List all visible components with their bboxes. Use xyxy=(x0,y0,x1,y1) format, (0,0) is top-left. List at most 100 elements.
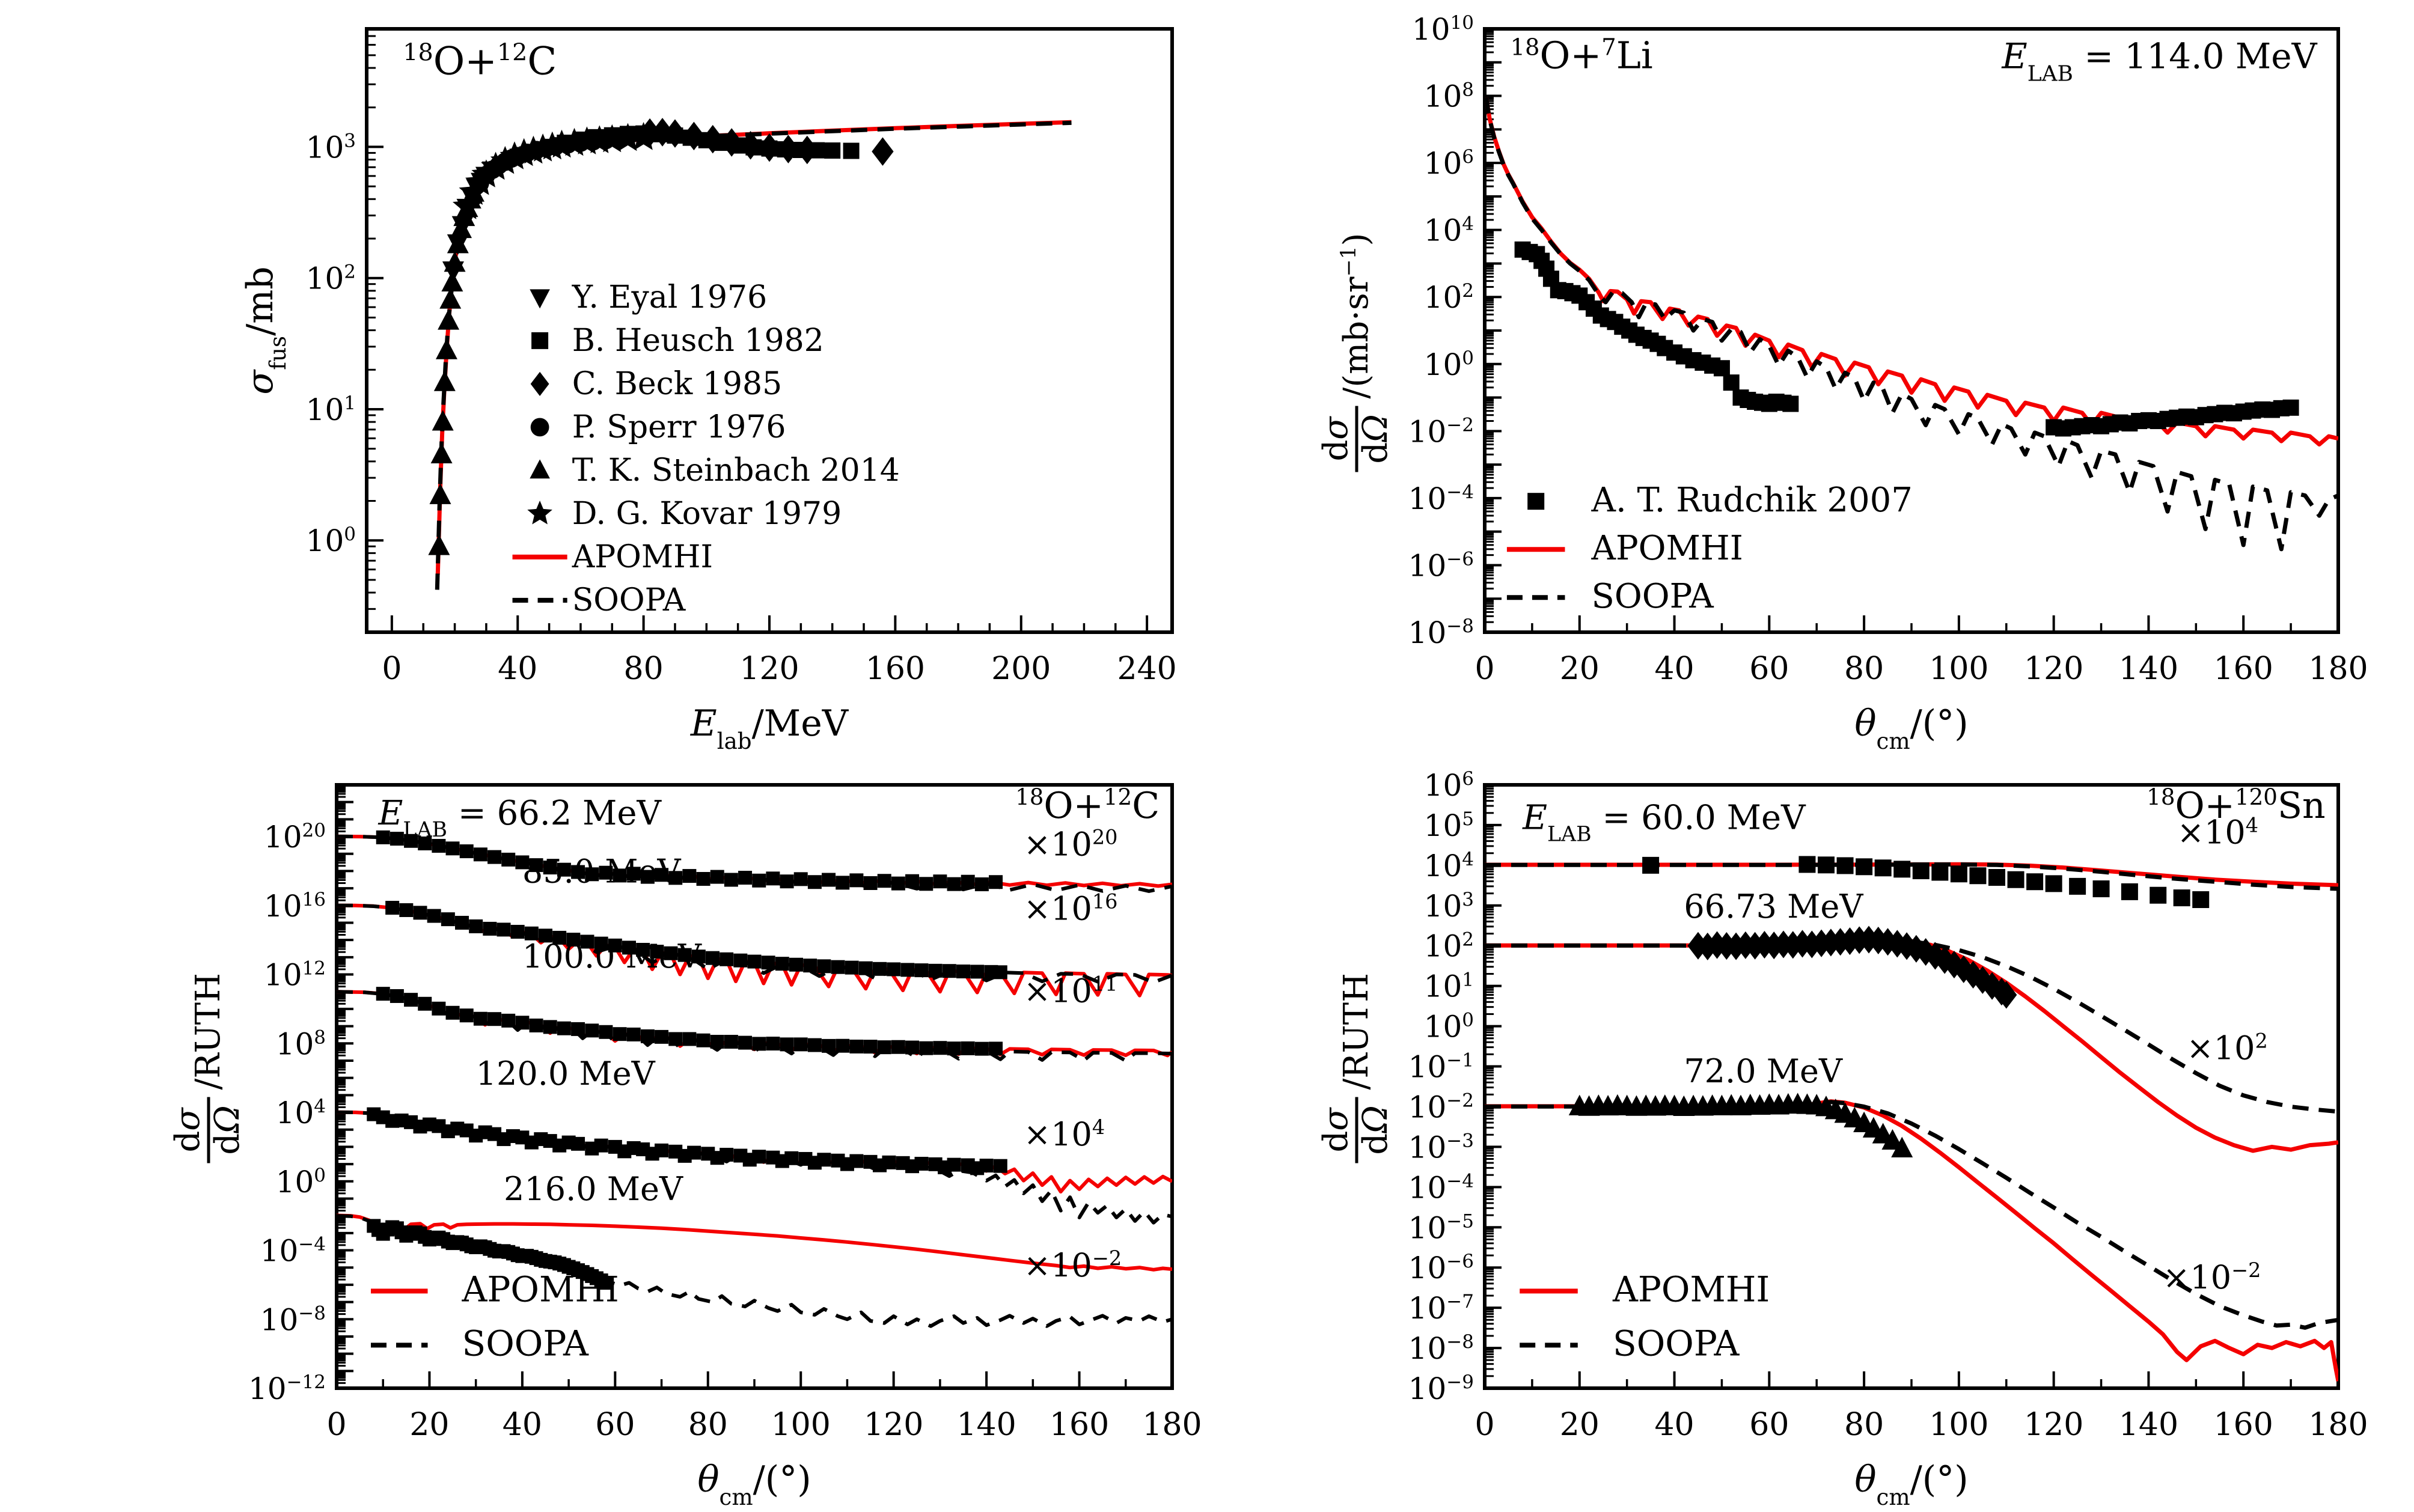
soopa-curve xyxy=(1485,97,2338,552)
y-tick-label: 101 xyxy=(306,392,356,427)
data-85-0-point xyxy=(733,953,748,968)
x-tick-label: 120 xyxy=(864,1407,923,1443)
data-100-0-point xyxy=(432,1001,446,1016)
legend-label: T. K. Steinbach 2014 xyxy=(572,453,900,489)
data-66-2-point xyxy=(599,865,613,880)
data-60-0-point xyxy=(1798,856,1816,873)
data-66-2-points xyxy=(376,830,1003,892)
c-beck-1985-point xyxy=(721,128,743,157)
data-120-0-point xyxy=(655,1143,669,1157)
y-tick-label: 10−7 xyxy=(1408,1291,1474,1326)
data-66-2-point xyxy=(376,830,390,844)
data-60-0-point xyxy=(2007,871,2024,888)
c-beck-1985-point xyxy=(739,131,762,160)
x-tick-label: 80 xyxy=(1844,1407,1884,1443)
data-85-0-point xyxy=(524,926,539,940)
data-66-2-point xyxy=(626,867,641,881)
y-tick-label: 10−3 xyxy=(1408,1130,1474,1165)
data-100-0-point xyxy=(390,989,404,1003)
axis-ticks xyxy=(1484,28,2339,633)
y-tick-label: 103 xyxy=(306,130,356,165)
legend-item-y-eyal-1976: Y. Eyal 1976 xyxy=(530,279,767,316)
x-tick-label: 0 xyxy=(326,1407,346,1443)
t-k-steinbach-2014-point xyxy=(430,442,453,464)
triangle-up-icon xyxy=(530,459,550,479)
c-beck-1985-point xyxy=(651,118,674,147)
x-tick-label: 140 xyxy=(956,1407,1016,1443)
data-60-0-point xyxy=(1912,862,1930,880)
annotation: ×1011 xyxy=(1024,972,1118,1010)
c-beck-1985-point xyxy=(664,119,686,148)
d-g-kovar-1979-point xyxy=(629,122,659,150)
x-axis-title: θcm/(°) xyxy=(697,1459,811,1510)
annotation: 216.0 MeV xyxy=(504,1170,683,1208)
t-k-steinbach-2014-point xyxy=(435,338,457,359)
legend-label: APOMHI xyxy=(462,1269,619,1309)
data-60-0-point xyxy=(1856,858,1873,876)
data-85-0-point xyxy=(622,940,636,955)
data-66-2-point xyxy=(780,874,794,889)
data-60-0-point xyxy=(2045,875,2062,892)
data-100-0-point xyxy=(863,1040,878,1054)
data-100-0-point xyxy=(710,1035,724,1049)
data-85-0-point xyxy=(636,942,650,957)
d-g-kovar-1979-point xyxy=(613,123,643,151)
data-120-0-point xyxy=(979,1159,994,1173)
data-66-2-point xyxy=(752,873,766,888)
y-tick-label: 10−2 xyxy=(1408,1090,1474,1124)
annotation: ELAB = 66.2 MeV xyxy=(378,794,662,842)
legend-label: SOOPA xyxy=(462,1323,590,1364)
data-66-2-point xyxy=(529,858,543,873)
data-100-0-point xyxy=(919,1041,934,1055)
series-layer xyxy=(1485,856,2338,1382)
legend-item-soopa: SOOPA xyxy=(512,582,686,618)
panel-ratio-18O-120Sn: 0 20 40 60 80 100 120 140 160 180 106 105 104 103 102 1… xyxy=(1316,768,2368,1510)
x-tick-label: 100 xyxy=(1929,1407,1988,1443)
data-66-2-point xyxy=(696,872,710,886)
data-85-0-point xyxy=(497,922,511,937)
data-72-0-points xyxy=(1568,1093,1913,1157)
data-60-0-point xyxy=(1874,859,1892,877)
data-120-0-point xyxy=(687,1145,701,1160)
legend-item-apomhi: APOMHI xyxy=(512,539,713,575)
fraction-denominator: dΩ xyxy=(1356,1105,1395,1154)
data-120-0-point xyxy=(817,1153,831,1167)
data-85-0-point xyxy=(664,946,678,960)
data-100-0-point xyxy=(571,1022,585,1036)
x-tick-label: 80 xyxy=(1844,651,1884,687)
x-tick-label: 100 xyxy=(771,1407,831,1443)
data-60-0-point xyxy=(1950,865,1967,883)
data-120-0-point xyxy=(947,1157,961,1172)
fraction-rest: /RUTH xyxy=(189,973,228,1090)
data-100-0-point xyxy=(473,1011,487,1026)
data-85-0-point xyxy=(539,928,552,943)
data-100-0-point xyxy=(376,987,390,1001)
data-100-0-point xyxy=(626,1027,641,1041)
panel-ratio-18O-12C: 0 20 40 60 80 100 120 140 160 180 1020 1016 1012 108 1… xyxy=(168,783,1202,1510)
data-100-0-point xyxy=(613,1027,627,1041)
annotation: ELAB = 114.0 MeV xyxy=(2001,35,2317,86)
data-66-2-point xyxy=(473,847,487,862)
data-100-0-point xyxy=(599,1025,613,1039)
y-tick-label: 10−6 xyxy=(1408,548,1474,583)
d-g-kovar-1979-point xyxy=(490,145,520,174)
data-85-0-point xyxy=(914,963,929,978)
axis-ticks xyxy=(1484,784,2339,1389)
data-100-0-point xyxy=(905,1040,920,1055)
x-tick-label: 160 xyxy=(866,651,925,687)
y-tick-label: 10−1 xyxy=(1408,1050,1474,1085)
data-100-0-point xyxy=(696,1033,710,1047)
x-tick-label: 60 xyxy=(1749,1407,1789,1443)
x-tick-label: 160 xyxy=(2214,651,2273,687)
data-120-0-point xyxy=(571,1136,585,1151)
star-icon xyxy=(527,501,552,525)
x-tick-label: 100 xyxy=(1929,651,1988,687)
a-t-rudchik-2007-point xyxy=(2282,399,2299,416)
annotation: ×1016 xyxy=(1024,889,1118,928)
annotation: 66.73 MeV xyxy=(1684,888,1863,925)
t-k-steinbach-2014-point xyxy=(447,233,469,254)
x-tick-label: 40 xyxy=(1654,651,1694,687)
data-66-2-point xyxy=(807,875,822,889)
triangle-down-icon xyxy=(530,289,550,309)
